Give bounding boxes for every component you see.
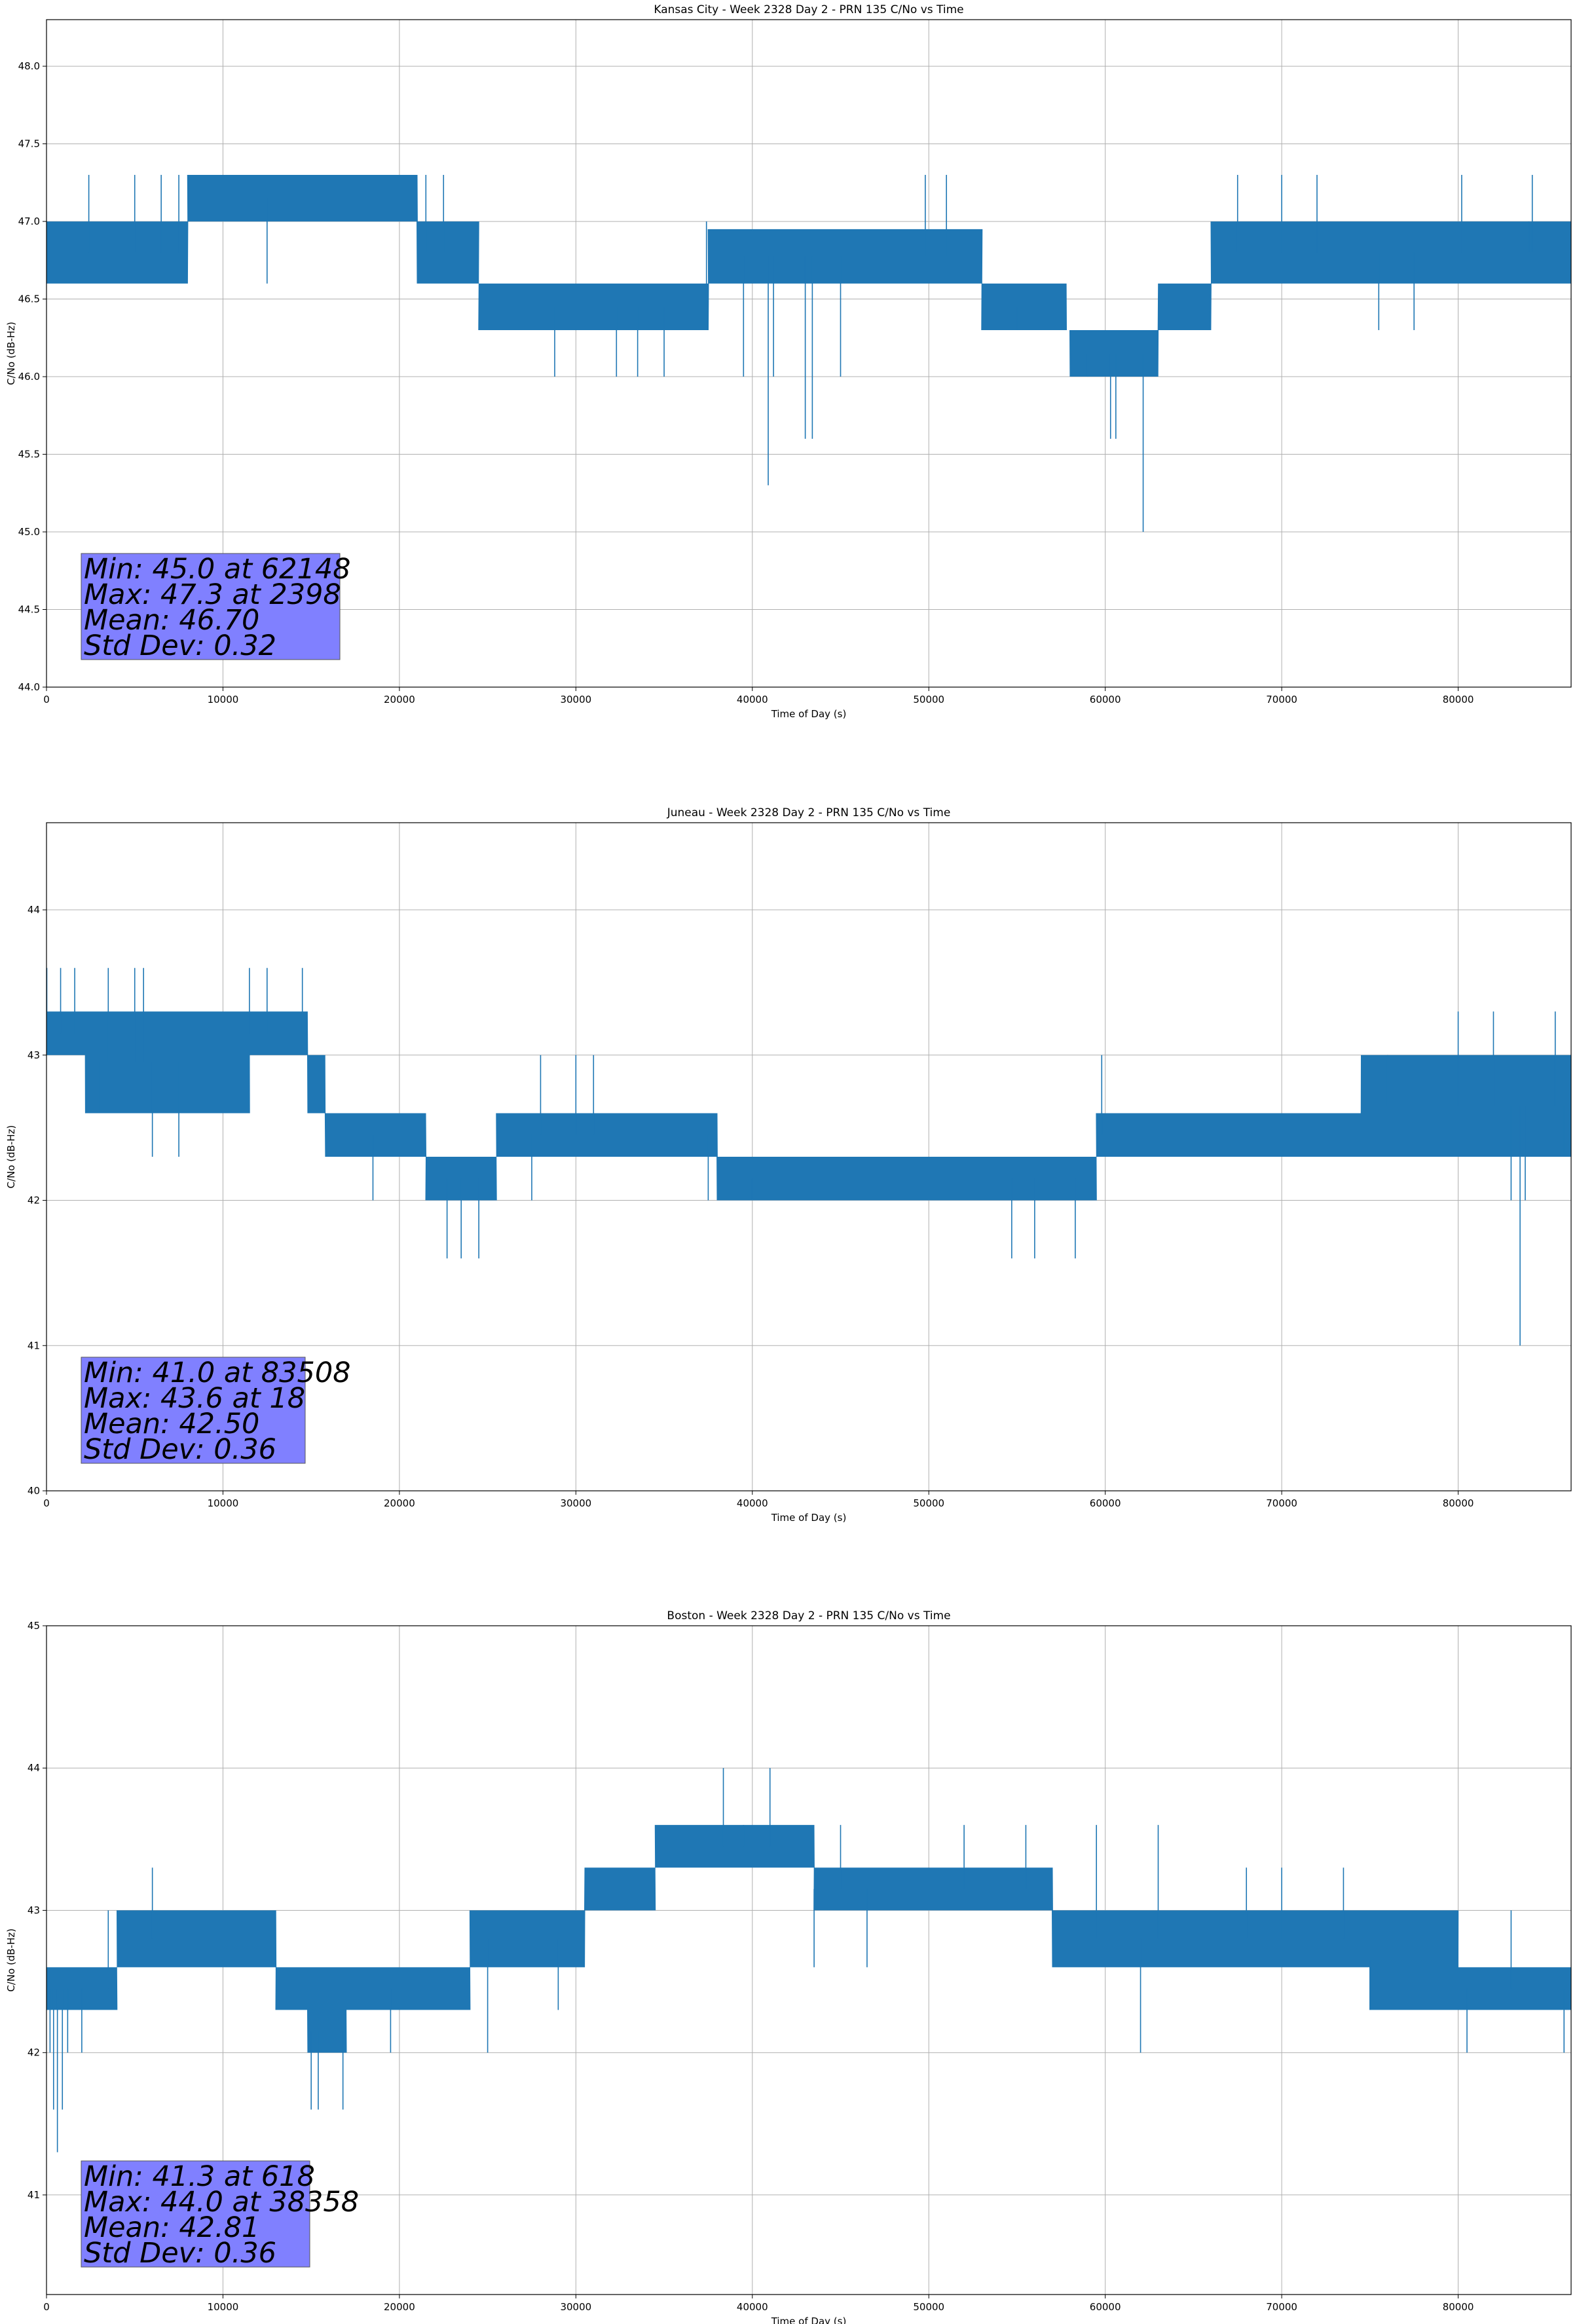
x-tick-label: 30000 bbox=[560, 1497, 591, 1509]
chart-panel: 0 10000 20000 30000 40000 50000 60000 70000 8000… bbox=[5, 3, 1572, 720]
y-tick-label: 43 bbox=[28, 1904, 40, 1916]
data-series-line bbox=[46, 1825, 1571, 2053]
stats-line: Min: 41.3 at 618 bbox=[84, 2160, 315, 2193]
y-tick-label: 44 bbox=[28, 1762, 40, 1774]
stats-line: Std Dev: 0.36 bbox=[84, 2237, 276, 2270]
plot-frame bbox=[46, 822, 1572, 1491]
x-tick-label: 40000 bbox=[737, 694, 768, 705]
chart-panel: 0 10000 20000 30000 40000 50000 60000 70000 8000… bbox=[5, 1609, 1572, 2324]
data-series-line bbox=[46, 1011, 1571, 1201]
y-tick-label: 48.0 bbox=[18, 60, 40, 72]
x-tick-label: 0 bbox=[43, 2301, 50, 2313]
x-tick-label: 50000 bbox=[913, 694, 944, 705]
stats-line: Std Dev: 0.36 bbox=[84, 1433, 276, 1466]
y-tick-label: 43 bbox=[28, 1049, 40, 1061]
x-axis-label: Time of Day (s) bbox=[771, 2315, 847, 2324]
stats-line: Max: 47.3 at 2398 bbox=[84, 578, 341, 611]
x-tick-label: 30000 bbox=[560, 694, 591, 705]
y-axis-label: C/No (dB-Hz) bbox=[5, 1928, 17, 1992]
x-tick-label: 40000 bbox=[737, 1497, 768, 1509]
stats-line: Mean: 46.70 bbox=[84, 604, 259, 637]
x-tick-label: 0 bbox=[43, 694, 50, 705]
x-tick-label: 40000 bbox=[737, 2301, 768, 2313]
x-tick-label: 10000 bbox=[208, 2301, 239, 2313]
y-axis-label: C/No (dB-Hz) bbox=[5, 322, 17, 385]
stats-box bbox=[81, 2160, 310, 2268]
y-tick-label: 45.0 bbox=[18, 526, 40, 538]
y-tick-label: 41 bbox=[28, 2189, 40, 2201]
y-tick-label: 44.0 bbox=[18, 681, 40, 693]
x-tick-label: 60000 bbox=[1090, 2301, 1121, 2313]
x-tick-label: 80000 bbox=[1443, 1497, 1474, 1509]
x-tick-label: 20000 bbox=[384, 1497, 415, 1509]
x-tick-label: 30000 bbox=[560, 2301, 591, 2313]
chart-panel: 0 10000 20000 30000 40000 50000 60000 70000 8000… bbox=[5, 806, 1572, 1524]
x-tick-label: 80000 bbox=[1443, 694, 1474, 705]
x-tick-label: 20000 bbox=[384, 694, 415, 705]
x-tick-label: 60000 bbox=[1090, 1497, 1121, 1509]
y-tick-label: 44 bbox=[28, 904, 40, 916]
x-tick-label: 50000 bbox=[913, 2301, 944, 2313]
y-tick-label: 40 bbox=[28, 1485, 40, 1497]
y-tick-label: 42 bbox=[28, 1195, 40, 1207]
y-tick-label: 46.5 bbox=[18, 293, 40, 305]
x-tick-label: 80000 bbox=[1443, 2301, 1474, 2313]
x-tick-label: 70000 bbox=[1266, 694, 1297, 705]
x-tick-label: 60000 bbox=[1090, 694, 1121, 705]
y-tick-label: 47.0 bbox=[18, 216, 40, 227]
x-tick-label: 50000 bbox=[913, 1497, 944, 1509]
y-tick-label: 46.0 bbox=[18, 371, 40, 383]
stats-line: Mean: 42.81 bbox=[84, 2211, 259, 2244]
stats-box bbox=[81, 1357, 306, 1464]
plot-frame bbox=[46, 1625, 1572, 2295]
x-tick-label: 70000 bbox=[1266, 2301, 1297, 2313]
y-axis-label: C/No (dB-Hz) bbox=[5, 1125, 17, 1189]
stats-line: Min: 41.0 at 83508 bbox=[84, 1357, 351, 1389]
y-tick-label: 45.5 bbox=[18, 449, 40, 460]
x-tick-label: 0 bbox=[43, 1497, 50, 1509]
x-tick-label: 10000 bbox=[208, 694, 239, 705]
x-axis-label: Time of Day (s) bbox=[771, 1512, 847, 1524]
chart-title: Juneau - Week 2328 Day 2 - PRN 135 C/No … bbox=[667, 806, 951, 819]
stats-line: Std Dev: 0.32 bbox=[84, 629, 276, 662]
y-tick-label: 42 bbox=[28, 2047, 40, 2059]
stats-line: Max: 43.6 at 18 bbox=[84, 1382, 305, 1415]
y-tick-label: 44.5 bbox=[18, 604, 40, 616]
x-tick-label: 70000 bbox=[1266, 1497, 1297, 1509]
y-tick-label: 47.5 bbox=[18, 138, 40, 150]
x-tick-label: 20000 bbox=[384, 2301, 415, 2313]
stats-line: Max: 44.0 at 38358 bbox=[84, 2186, 359, 2219]
stats-line: Min: 45.0 at 62148 bbox=[84, 553, 351, 586]
x-axis-label: Time of Day (s) bbox=[771, 708, 847, 720]
data-series-line bbox=[46, 174, 1571, 377]
chart-title: Boston - Week 2328 Day 2 - PRN 135 C/No … bbox=[667, 1609, 950, 1622]
chart-title: Kansas City - Week 2328 Day 2 - PRN 135 … bbox=[654, 3, 963, 16]
stats-box bbox=[81, 553, 341, 660]
y-tick-label: 41 bbox=[28, 1340, 40, 1351]
y-tick-label: 45 bbox=[28, 1620, 40, 1632]
plot-frame bbox=[46, 19, 1572, 688]
stats-line: Mean: 42.50 bbox=[84, 1408, 259, 1440]
x-tick-label: 10000 bbox=[208, 1497, 239, 1509]
